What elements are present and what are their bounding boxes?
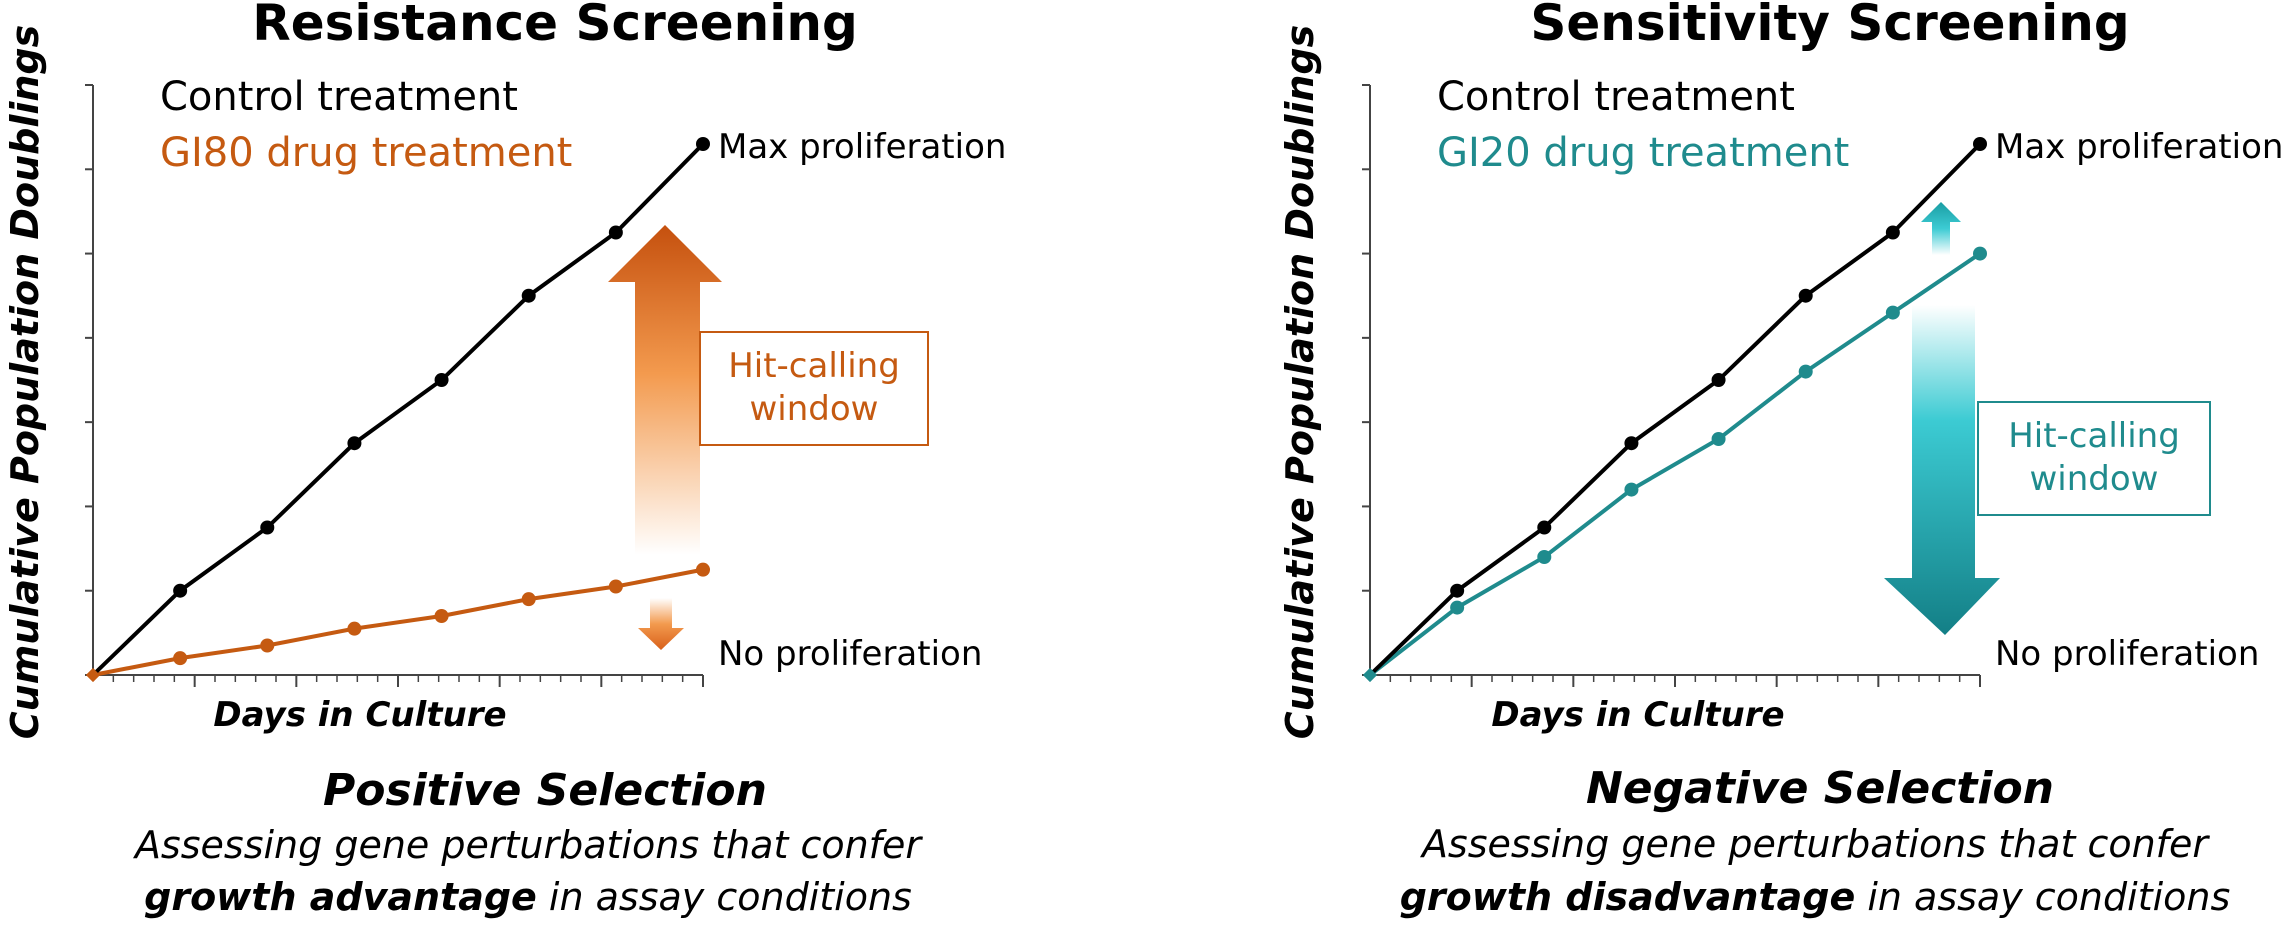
series-line-drug <box>1368 251 1982 677</box>
data-point <box>1711 373 1726 387</box>
selection-title: Positive Selection <box>323 765 767 816</box>
data-point <box>1450 600 1465 615</box>
hit-window-arrow-down <box>1884 305 2000 635</box>
no-proliferation-label: No proliferation <box>718 634 982 674</box>
panel-sensitivity: Sensitivity Screening Cumulative Populat… <box>1278 0 2283 919</box>
panel-resistance: Resistance Screening Cumulative Populati… <box>3 0 1006 919</box>
data-point <box>1537 550 1552 564</box>
data-point <box>260 638 275 653</box>
data-point-origin <box>86 668 100 682</box>
hit-window-box <box>699 331 929 446</box>
data-point <box>1973 137 1987 151</box>
x-axis-label: Days in Culture <box>213 695 506 735</box>
hit-window-label-1: Hit-calling <box>728 346 900 386</box>
series-line-control <box>91 142 705 677</box>
data-point <box>434 609 449 623</box>
data-point <box>347 436 362 451</box>
axis-ticks <box>85 84 704 687</box>
data-point <box>521 592 536 607</box>
hit-window-label-2: window <box>2030 459 2159 499</box>
x-axis-label: Days in Culture <box>1491 695 1784 735</box>
data-point <box>1624 436 1639 451</box>
description-line-1: Assessing gene perturbations that confer <box>1419 822 2210 866</box>
y-axis-label: Cumulative Population Doublings <box>1278 25 1322 740</box>
data-point <box>1537 520 1552 535</box>
legend-drug: GI80 drug treatment <box>160 130 572 176</box>
data-point <box>1798 364 1813 379</box>
description-tail: in assay conditions <box>537 875 912 919</box>
series-line-drug <box>92 567 704 677</box>
small-arrow-up <box>1921 202 1961 255</box>
hit-window-label-1: Hit-calling <box>2008 416 2180 456</box>
axes <box>85 84 704 687</box>
panel-title: Resistance Screening <box>252 0 858 52</box>
legend-control: Control treatment <box>160 74 518 120</box>
y-axis-label: Cumulative Population Doublings <box>3 25 47 740</box>
data-point <box>173 583 188 598</box>
max-proliferation-label: Max proliferation <box>1995 127 2283 167</box>
data-point <box>173 651 188 666</box>
data-point-origin <box>1363 668 1377 682</box>
axes <box>1362 84 1981 687</box>
data-point <box>608 225 623 240</box>
data-point <box>608 579 623 594</box>
data-point <box>696 137 710 151</box>
panel-title: Sensitivity Screening <box>1530 0 2129 52</box>
series-line-control <box>1368 142 1982 677</box>
data-point <box>1798 288 1813 303</box>
data-point <box>1885 225 1900 240</box>
data-point <box>696 562 710 577</box>
data-point <box>521 288 536 303</box>
small-arrow-down <box>638 598 684 650</box>
plot-area <box>86 137 710 682</box>
data-point <box>434 373 449 387</box>
data-point <box>1450 583 1465 598</box>
description-line-2: growth advantage in assay conditions <box>144 875 912 919</box>
data-point <box>1973 246 1987 261</box>
legend-control: Control treatment <box>1437 74 1795 120</box>
legend-drug: GI20 drug treatment <box>1437 130 1849 176</box>
data-point <box>347 621 362 636</box>
description-tail: in assay conditions <box>1855 875 2230 919</box>
no-proliferation-label: No proliferation <box>1995 634 2259 674</box>
data-point <box>260 520 275 535</box>
hit-window-label-2: window <box>750 389 879 429</box>
data-point <box>1624 482 1639 497</box>
hit-window-arrow-up <box>608 225 722 555</box>
description-emphasis: growth disadvantage <box>1400 875 1856 919</box>
data-point <box>1711 432 1726 446</box>
axis-ticks <box>1362 84 1981 687</box>
hit-window-box <box>1977 401 2211 516</box>
data-point <box>1885 305 1900 320</box>
plot-area <box>1363 137 1987 682</box>
description-emphasis: growth advantage <box>144 875 537 919</box>
description-line-1: Assessing gene perturbations that confer <box>132 823 923 867</box>
max-proliferation-label: Max proliferation <box>718 127 1006 167</box>
selection-title: Negative Selection <box>1586 763 2054 814</box>
description-line-2: growth disadvantage in assay conditions <box>1400 875 2231 919</box>
